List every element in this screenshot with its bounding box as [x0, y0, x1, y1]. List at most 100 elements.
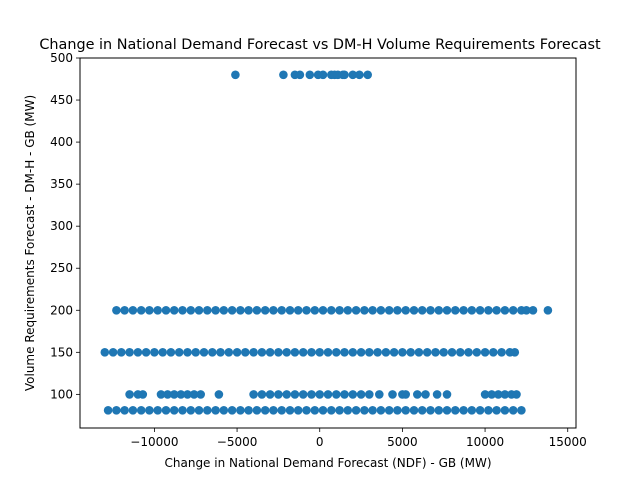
data-point — [442, 390, 452, 399]
data-point — [295, 70, 305, 80]
data-point — [241, 348, 250, 357]
data-point — [156, 390, 166, 399]
data-point — [231, 70, 240, 80]
data-point — [269, 406, 278, 415]
data-point — [323, 390, 333, 399]
data-point — [409, 406, 419, 415]
data-point — [310, 306, 320, 315]
y-tick-label: 500 — [50, 51, 73, 65]
data-point — [451, 406, 460, 415]
data-point — [279, 70, 288, 80]
data-point — [183, 390, 192, 399]
data-point — [216, 348, 225, 357]
data-point — [120, 306, 129, 315]
plot-frame — [79, 57, 577, 429]
data-point — [166, 348, 176, 357]
data-point — [426, 306, 435, 315]
data-point — [340, 70, 349, 80]
data-point — [376, 406, 386, 415]
data-point — [232, 348, 242, 357]
data-point — [356, 390, 366, 399]
data-point — [398, 348, 407, 357]
data-point — [494, 390, 503, 399]
data-point — [368, 306, 377, 315]
data-point — [145, 406, 154, 415]
data-point — [417, 306, 427, 315]
data-point — [199, 348, 209, 357]
data-point — [236, 306, 245, 315]
data-point — [208, 348, 217, 357]
data-point — [381, 348, 391, 357]
y-tick-label: 450 — [50, 93, 73, 107]
data-point — [194, 406, 204, 415]
data-point — [413, 390, 422, 399]
data-point — [257, 348, 267, 357]
data-point — [305, 70, 315, 80]
data-point — [112, 306, 121, 315]
y-tick-label: 400 — [50, 135, 73, 149]
data-point — [365, 390, 374, 399]
data-point — [351, 406, 361, 415]
data-point — [194, 306, 204, 315]
data-point — [508, 406, 518, 415]
x-tick-label: −5000 — [217, 435, 258, 449]
data-point — [138, 390, 148, 399]
data-point — [393, 406, 402, 415]
data-point — [136, 306, 146, 315]
data-point — [432, 390, 442, 399]
data-point — [500, 406, 510, 415]
data-point — [214, 390, 224, 399]
x-tick-label: 15000 — [549, 435, 587, 449]
data-point — [224, 348, 234, 357]
data-point — [348, 70, 358, 80]
data-point — [373, 348, 382, 357]
data-point — [487, 390, 497, 399]
data-point — [480, 390, 490, 399]
data-point — [249, 348, 258, 357]
data-point — [249, 390, 258, 399]
data-point — [269, 306, 278, 315]
data-point — [196, 390, 205, 399]
data-point — [141, 348, 151, 357]
data-point — [464, 348, 473, 357]
data-point — [315, 390, 325, 399]
data-point — [388, 390, 397, 399]
data-point — [310, 406, 320, 415]
data-point — [484, 306, 493, 315]
data-point — [219, 306, 229, 315]
data-point — [543, 306, 553, 315]
data-point — [307, 348, 316, 357]
data-point — [169, 390, 179, 399]
data-point — [298, 348, 308, 357]
data-point — [421, 390, 430, 399]
data-point — [360, 406, 369, 415]
data-point — [252, 306, 262, 315]
data-point — [401, 306, 411, 315]
data-point — [161, 306, 171, 315]
data-point — [442, 306, 452, 315]
data-point — [451, 306, 460, 315]
data-point — [176, 390, 186, 399]
data-point — [203, 306, 212, 315]
data-point — [169, 306, 179, 315]
data-point — [103, 406, 113, 415]
data-point — [285, 306, 295, 315]
data-point — [169, 406, 179, 415]
y-tick-label: 350 — [50, 177, 73, 191]
data-point — [335, 306, 344, 315]
data-point — [442, 406, 452, 415]
data-point — [497, 348, 506, 357]
data-point — [108, 348, 118, 357]
y-tick-label: 150 — [50, 345, 73, 359]
points-layer — [100, 70, 553, 415]
data-point — [302, 306, 311, 315]
data-point — [406, 348, 416, 357]
chart-title: Change in National Demand Forecast vs DM… — [39, 37, 601, 53]
data-point — [327, 406, 336, 415]
data-point — [489, 348, 498, 357]
data-point — [434, 406, 444, 415]
data-point — [125, 348, 134, 357]
y-tick-label: 250 — [50, 261, 73, 275]
data-point — [393, 306, 402, 315]
